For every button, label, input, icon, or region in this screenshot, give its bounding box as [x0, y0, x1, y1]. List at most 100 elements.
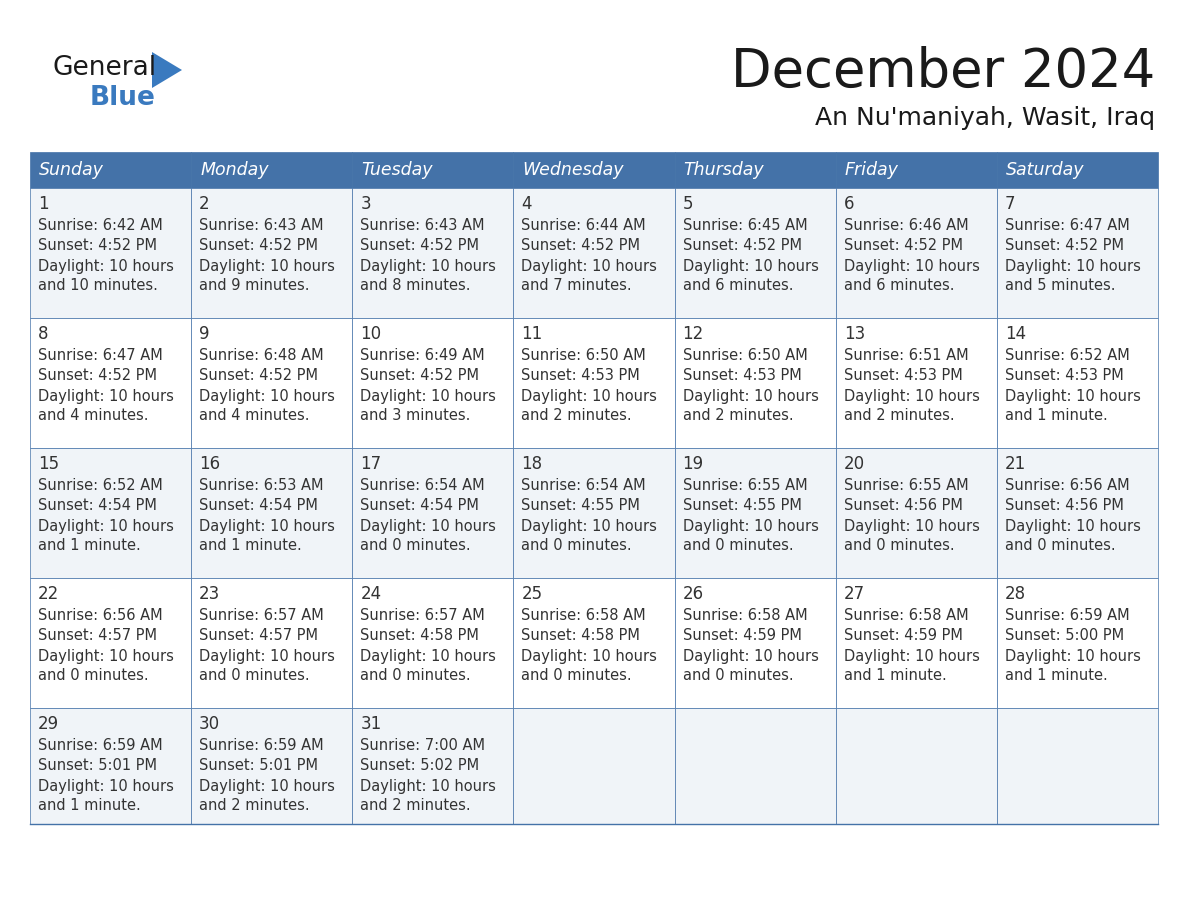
Bar: [997, 152, 1158, 188]
Bar: [513, 188, 675, 318]
Text: Sunrise: 6:53 AM: Sunrise: 6:53 AM: [200, 478, 323, 494]
Text: and 2 minutes.: and 2 minutes.: [683, 408, 794, 422]
Text: Sunrise: 6:46 AM: Sunrise: 6:46 AM: [843, 218, 968, 233]
Text: and 0 minutes.: and 0 minutes.: [360, 538, 470, 553]
Text: Sunrise: 6:58 AM: Sunrise: 6:58 AM: [522, 609, 646, 623]
Text: Daylight: 10 hours: Daylight: 10 hours: [683, 519, 819, 533]
Text: and 7 minutes.: and 7 minutes.: [522, 277, 632, 293]
Bar: [513, 448, 675, 578]
Text: and 1 minute.: and 1 minute.: [1005, 408, 1107, 422]
Text: Friday: Friday: [845, 161, 898, 179]
Text: Sunset: 4:56 PM: Sunset: 4:56 PM: [843, 498, 962, 513]
Text: 26: 26: [683, 585, 703, 603]
Text: Sunrise: 6:52 AM: Sunrise: 6:52 AM: [1005, 349, 1130, 364]
Text: Sunset: 4:52 PM: Sunset: 4:52 PM: [38, 368, 157, 384]
Bar: [997, 188, 1158, 318]
Text: Sunset: 5:01 PM: Sunset: 5:01 PM: [200, 758, 318, 774]
Text: Sunset: 4:58 PM: Sunset: 4:58 PM: [360, 629, 479, 644]
Text: and 0 minutes.: and 0 minutes.: [1005, 538, 1116, 553]
Text: 10: 10: [360, 325, 381, 343]
Text: Daylight: 10 hours: Daylight: 10 hours: [1005, 259, 1140, 274]
Text: Sunset: 4:52 PM: Sunset: 4:52 PM: [522, 239, 640, 253]
Text: Sunset: 4:54 PM: Sunset: 4:54 PM: [360, 498, 479, 513]
Text: 15: 15: [38, 455, 59, 473]
Bar: [191, 448, 353, 578]
Text: Sunset: 4:53 PM: Sunset: 4:53 PM: [683, 368, 802, 384]
Text: Sunset: 4:52 PM: Sunset: 4:52 PM: [200, 239, 318, 253]
Text: Daylight: 10 hours: Daylight: 10 hours: [360, 648, 497, 664]
Text: 31: 31: [360, 715, 381, 733]
Text: Daylight: 10 hours: Daylight: 10 hours: [522, 259, 657, 274]
Text: Daylight: 10 hours: Daylight: 10 hours: [683, 648, 819, 664]
Bar: [675, 708, 835, 824]
Text: Sunrise: 6:49 AM: Sunrise: 6:49 AM: [360, 349, 485, 364]
Text: Tuesday: Tuesday: [361, 161, 432, 179]
Bar: [30, 448, 191, 578]
Text: Sunrise: 6:56 AM: Sunrise: 6:56 AM: [1005, 478, 1130, 494]
Text: Sunset: 4:52 PM: Sunset: 4:52 PM: [360, 368, 479, 384]
Text: 22: 22: [38, 585, 59, 603]
Text: Sunset: 5:01 PM: Sunset: 5:01 PM: [38, 758, 157, 774]
Bar: [675, 448, 835, 578]
Bar: [835, 152, 997, 188]
Text: 11: 11: [522, 325, 543, 343]
Text: 17: 17: [360, 455, 381, 473]
Text: Daylight: 10 hours: Daylight: 10 hours: [1005, 388, 1140, 404]
Bar: [513, 152, 675, 188]
Text: and 1 minute.: and 1 minute.: [38, 798, 140, 812]
Bar: [30, 318, 191, 448]
Text: Daylight: 10 hours: Daylight: 10 hours: [843, 388, 980, 404]
Text: Sunset: 4:53 PM: Sunset: 4:53 PM: [843, 368, 962, 384]
Text: An Nu'maniyah, Wasit, Iraq: An Nu'maniyah, Wasit, Iraq: [815, 106, 1155, 130]
Text: Daylight: 10 hours: Daylight: 10 hours: [360, 519, 497, 533]
Text: and 9 minutes.: and 9 minutes.: [200, 277, 310, 293]
Text: Sunset: 5:00 PM: Sunset: 5:00 PM: [1005, 629, 1124, 644]
Text: Blue: Blue: [90, 85, 156, 111]
Text: 29: 29: [38, 715, 59, 733]
Bar: [30, 708, 191, 824]
Bar: [191, 188, 353, 318]
Text: Sunrise: 6:44 AM: Sunrise: 6:44 AM: [522, 218, 646, 233]
Text: 12: 12: [683, 325, 703, 343]
Text: Sunset: 4:57 PM: Sunset: 4:57 PM: [200, 629, 318, 644]
Text: Sunrise: 6:56 AM: Sunrise: 6:56 AM: [38, 609, 163, 623]
Text: Daylight: 10 hours: Daylight: 10 hours: [522, 519, 657, 533]
Bar: [675, 152, 835, 188]
Text: and 5 minutes.: and 5 minutes.: [1005, 277, 1116, 293]
Bar: [30, 152, 191, 188]
Text: Sunset: 4:52 PM: Sunset: 4:52 PM: [200, 368, 318, 384]
Text: and 0 minutes.: and 0 minutes.: [522, 667, 632, 682]
Bar: [835, 578, 997, 708]
Text: Daylight: 10 hours: Daylight: 10 hours: [38, 259, 173, 274]
Text: Sunrise: 6:55 AM: Sunrise: 6:55 AM: [843, 478, 968, 494]
Bar: [191, 152, 353, 188]
Text: and 1 minute.: and 1 minute.: [843, 667, 947, 682]
Text: Sunrise: 6:51 AM: Sunrise: 6:51 AM: [843, 349, 968, 364]
Text: and 0 minutes.: and 0 minutes.: [38, 667, 148, 682]
Text: Sunset: 4:53 PM: Sunset: 4:53 PM: [522, 368, 640, 384]
Text: 4: 4: [522, 195, 532, 213]
Text: Sunrise: 6:42 AM: Sunrise: 6:42 AM: [38, 218, 163, 233]
Text: 23: 23: [200, 585, 221, 603]
Text: and 0 minutes.: and 0 minutes.: [683, 538, 794, 553]
Text: Sunrise: 6:58 AM: Sunrise: 6:58 AM: [683, 609, 807, 623]
Text: Sunrise: 6:59 AM: Sunrise: 6:59 AM: [38, 738, 163, 754]
Text: and 3 minutes.: and 3 minutes.: [360, 408, 470, 422]
Text: Sunset: 4:52 PM: Sunset: 4:52 PM: [683, 239, 802, 253]
Text: Sunset: 4:53 PM: Sunset: 4:53 PM: [1005, 368, 1124, 384]
Bar: [997, 448, 1158, 578]
Text: Daylight: 10 hours: Daylight: 10 hours: [522, 388, 657, 404]
Text: Thursday: Thursday: [683, 161, 764, 179]
Bar: [191, 708, 353, 824]
Text: General: General: [52, 55, 156, 81]
Text: and 4 minutes.: and 4 minutes.: [38, 408, 148, 422]
Text: Sunrise: 6:52 AM: Sunrise: 6:52 AM: [38, 478, 163, 494]
Text: Sunrise: 6:59 AM: Sunrise: 6:59 AM: [200, 738, 324, 754]
Text: Daylight: 10 hours: Daylight: 10 hours: [200, 778, 335, 793]
Text: Sunrise: 6:50 AM: Sunrise: 6:50 AM: [683, 349, 808, 364]
Text: 25: 25: [522, 585, 543, 603]
Text: and 10 minutes.: and 10 minutes.: [38, 277, 158, 293]
Text: 8: 8: [38, 325, 49, 343]
Text: Sunrise: 6:57 AM: Sunrise: 6:57 AM: [360, 609, 485, 623]
Bar: [191, 578, 353, 708]
